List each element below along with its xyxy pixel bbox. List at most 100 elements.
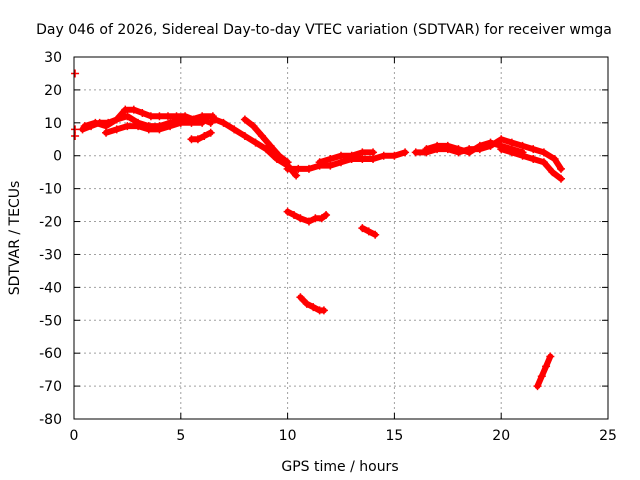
data-point [155,125,164,134]
data-point [251,138,260,147]
series-track-short-d [187,128,215,144]
data-point [187,118,196,127]
data-point [240,131,249,140]
x-tick-label: 5 [176,428,185,444]
data-point [539,148,548,157]
data-point [230,125,239,134]
data-point [91,118,100,127]
data-point [475,141,484,150]
y-tick-label: -40 [39,280,62,296]
data-point [533,382,542,391]
data-point [309,303,318,312]
data-point [144,125,153,134]
data-point [71,131,80,140]
data-point [290,210,299,219]
data-point [371,230,380,239]
data-point [315,158,324,167]
y-tick-label: -10 [39,182,62,198]
data-point [138,108,147,117]
data-point [240,115,249,124]
y-tick-label: 10 [44,116,62,132]
data-point [292,171,301,180]
data-point [210,115,219,124]
data-point [155,112,164,121]
data-point [123,122,132,131]
data-point [206,128,215,137]
data-point [518,151,527,160]
data-point [539,158,548,167]
data-point [283,164,292,173]
data-point [134,122,143,131]
data-point [433,141,442,150]
y-axis-label: SDTVAR / TECUs [7,181,23,296]
series-track-dip-l [283,207,331,226]
data-point [275,151,284,160]
series-track-descent-e [210,115,301,180]
data-point [557,174,566,183]
data-point [198,118,207,127]
series-track-rise-k [497,145,566,183]
series-band [241,116,291,166]
series-band [423,139,526,156]
y-tick-label: -80 [39,412,62,428]
data-point [146,112,155,121]
data-point [206,118,215,127]
data-point [486,138,495,147]
data-point [80,122,89,131]
data-point [302,299,311,308]
series-band [534,353,554,390]
data-point [422,145,431,154]
data-point [121,105,130,114]
y-tick-label: -70 [39,379,62,395]
y-tick-label: 20 [44,83,62,99]
data-point [166,122,175,131]
data-point [369,148,378,157]
data-point [319,306,328,315]
data-point [304,164,313,173]
data-point [129,105,138,114]
x-axis-label: GPS time / hours [281,459,398,475]
y-tick-label: -50 [39,313,62,329]
data-point [542,362,551,371]
chart-title: Day 046 of 2026, Sidereal Day-to-day VTE… [36,22,612,38]
data-point [507,148,516,157]
data-point [537,372,546,381]
grid [74,57,608,419]
data-point [304,217,313,226]
data-point [294,164,303,173]
data-point [454,145,463,154]
axis-ticks: 0 5 10 15 20 25 30 20 10 0 -10 -20 -30 -40 -50 -60 -70 -8… [39,50,617,444]
data-point [317,214,326,223]
x-tick-label: 0 [70,428,79,444]
data-point [379,151,388,160]
data-point [347,151,356,160]
data-point [364,227,373,236]
data-point [112,115,121,124]
series-track-dip-m [358,224,380,239]
data-point [326,155,335,164]
data-point [257,131,266,140]
x-tick-label: 20 [492,428,510,444]
data-point [176,118,185,127]
data-point [249,122,258,131]
series-track-dip-n [296,293,328,315]
data-point [443,141,452,150]
series-track-descent-f [240,115,292,167]
x-tick-label: 25 [599,428,617,444]
data-point [112,125,121,134]
data-point [262,145,271,154]
data-point [283,207,292,216]
data-point [296,214,305,223]
data-point [529,155,538,164]
series-track-baseline-g [283,148,410,173]
data-point [337,151,345,160]
y-tick-label: -30 [39,247,62,263]
data-point [219,118,228,127]
series-outliers [71,69,80,140]
data-point [548,168,557,177]
series-band [103,119,206,136]
data-point [390,151,399,160]
y-tick-label: 0 [53,149,62,165]
data-point [497,145,506,154]
